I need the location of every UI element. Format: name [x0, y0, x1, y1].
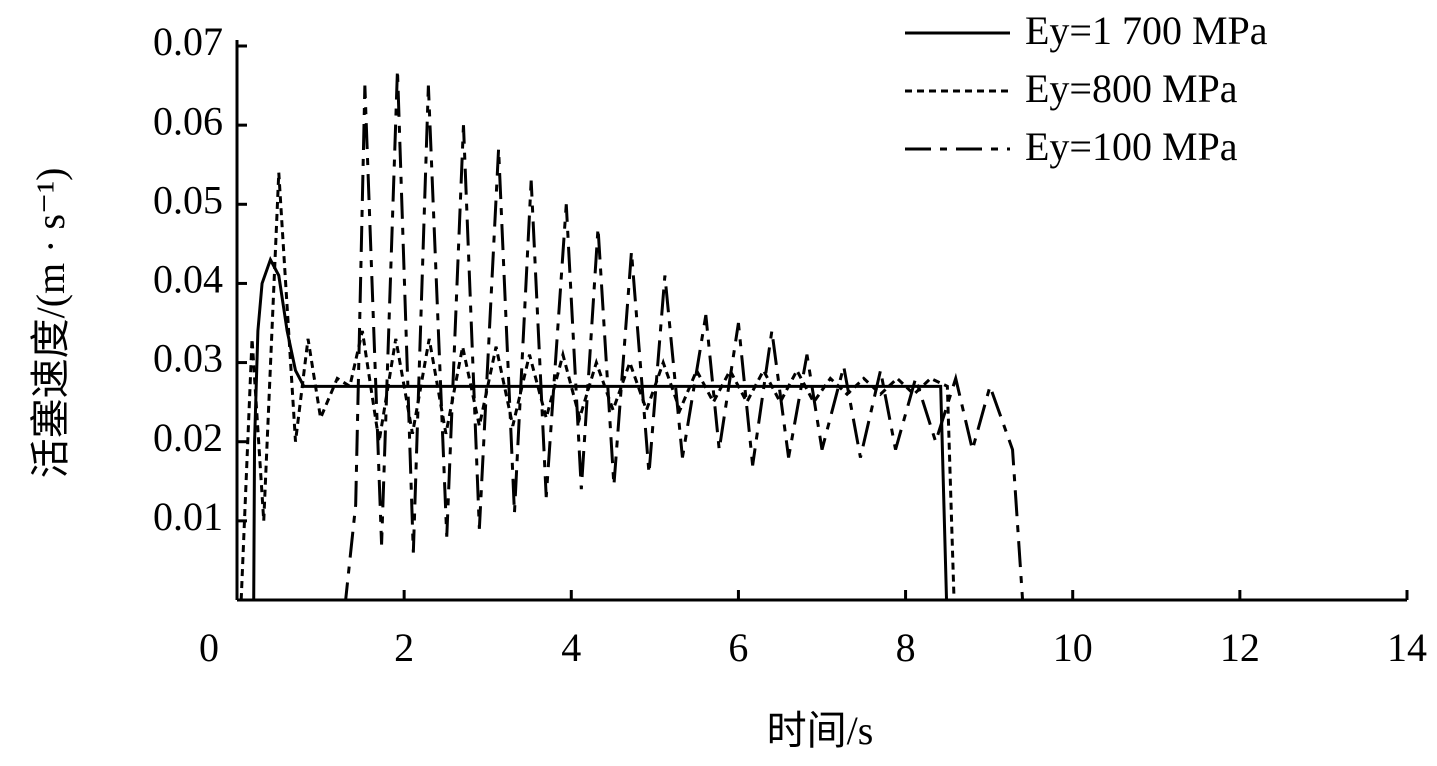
- y-tick-label: 0.04: [153, 257, 223, 302]
- y-tick-label: 0.03: [153, 336, 223, 381]
- x-tick-label: 2: [394, 625, 414, 670]
- x-tick-label: 0: [199, 625, 219, 670]
- x-axis-label: 时间/s: [767, 708, 874, 753]
- series-line: [337, 69, 1025, 602]
- x-tick-label: 8: [896, 625, 916, 670]
- series-line: [239, 172, 956, 601]
- x-tick-label: 6: [728, 625, 748, 670]
- legend-label: Ey=800 MPa: [1025, 66, 1238, 111]
- y-axis-label: 活塞速度/(m · s⁻¹): [28, 168, 73, 479]
- x-tick-label: 12: [1220, 625, 1260, 670]
- y-tick-label: 0.01: [153, 494, 223, 539]
- x-tick-label: 10: [1053, 625, 1093, 670]
- series-line: [252, 255, 949, 601]
- y-tick-label: 0.02: [153, 415, 223, 460]
- x-tick-label: 4: [561, 625, 581, 670]
- legend-label: Ey=100 MPa: [1025, 124, 1238, 169]
- y-tick-label: 0.06: [153, 98, 223, 143]
- legend-label: Ey=1 700 MPa: [1025, 8, 1268, 53]
- y-tick-label: 0.05: [153, 177, 223, 222]
- x-tick-label: 14: [1387, 625, 1427, 670]
- y-tick-label: 0.07: [153, 19, 223, 64]
